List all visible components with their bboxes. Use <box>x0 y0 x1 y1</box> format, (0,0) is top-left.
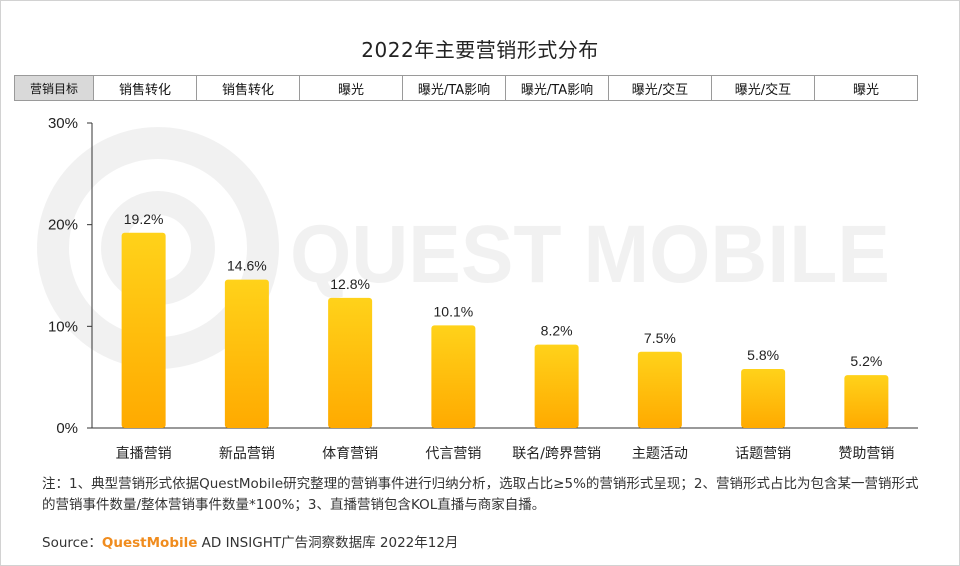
data-label: 5.8% <box>747 347 779 363</box>
bar <box>637 351 682 428</box>
source-label: Source： <box>42 535 102 551</box>
x-tick-label: 代言营销 <box>425 446 481 462</box>
goal-cell: 曝光/TA影响 <box>505 76 608 100</box>
goal-cell: 曝光/TA影响 <box>402 76 505 100</box>
source-text: AD INSIGHT广告洞察数据库 2022年12月 <box>197 535 459 551</box>
data-labels: 19.2% 14.6% 12.8% 10.1% 8.2% 7.5% 5.8% 5.2% <box>124 211 883 369</box>
x-tick-label: 体育营销 <box>322 446 378 462</box>
x-tick-label: 直播营销 <box>116 445 172 462</box>
source-brand: QuestMobile <box>101 535 198 551</box>
y-tick-label: 30% <box>48 115 78 132</box>
bar <box>224 279 269 428</box>
x-tick-label: 联名/跨界营销 <box>512 446 601 462</box>
x-tick-label: 新品营销 <box>219 446 275 462</box>
x-tick-labels: 直播营销 新品营销 体育营销 代言营销 联名/跨界营销 主题活动 话题营销 赞助营销 <box>116 445 895 462</box>
y-tick-labels: 0% 10% 20% 30% <box>48 115 78 437</box>
watermark: QUEST MOBILE <box>37 127 890 369</box>
data-label: 12.8% <box>330 276 370 292</box>
goal-cell: 曝光/交互 <box>711 76 814 100</box>
goal-cell: 曝光/交互 <box>608 76 711 100</box>
goal-cell: 销售转化 <box>196 76 299 100</box>
goal-row-header: 营销目标 <box>15 76 93 100</box>
y-tick-label: 20% <box>48 217 78 234</box>
data-label: 19.2% <box>124 211 164 227</box>
bar <box>741 369 786 428</box>
bar <box>534 344 579 428</box>
x-tick-label: 赞助营销 <box>838 446 894 462</box>
data-label: 8.2% <box>541 323 573 339</box>
x-tick-label: 主题活动 <box>632 446 688 462</box>
bar <box>121 232 166 428</box>
data-label: 14.6% <box>227 258 267 274</box>
bar <box>431 325 476 428</box>
y-tick-label: 0% <box>56 420 78 437</box>
goal-cell: 曝光 <box>814 76 917 100</box>
source-line: Source：QuestMobile AD INSIGHT广告洞察数据库 202… <box>42 531 458 551</box>
data-label: 5.2% <box>850 353 882 369</box>
chart-title: 2022年主要营销形式分布 <box>361 38 599 62</box>
watermark-text: QUEST MOBILE <box>290 209 890 300</box>
y-tick-label: 10% <box>48 318 78 335</box>
bars <box>121 232 889 428</box>
goal-cell: 销售转化 <box>93 76 196 100</box>
data-label: 7.5% <box>644 330 676 346</box>
x-tick-label: 话题营销 <box>735 446 791 462</box>
footnote: 注：1、典型营销形式依据QuestMobile研究整理的营销事件进行归纳分析，选… <box>42 476 919 513</box>
bar <box>328 297 373 428</box>
goal-cell: 曝光 <box>299 76 402 100</box>
marketing-goal-row: 营销目标 销售转化 销售转化 曝光 曝光/TA影响 曝光/TA影响 曝光/交互 … <box>14 75 918 101</box>
bar <box>844 375 889 428</box>
data-label: 10.1% <box>434 303 474 319</box>
